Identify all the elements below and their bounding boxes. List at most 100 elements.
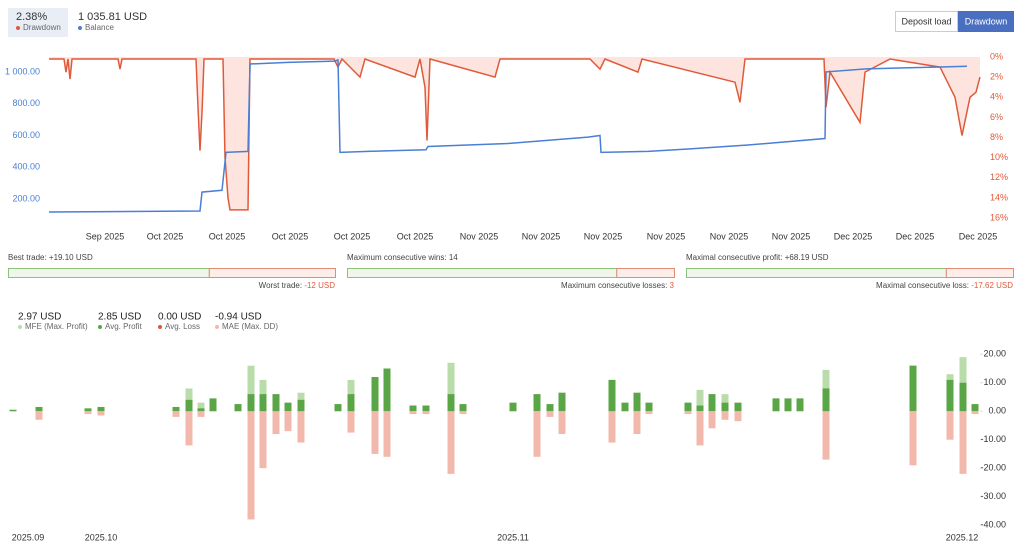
bar [696,389,704,412]
bar [971,411,979,415]
drawdown-button-label[interactable]: Drawdown [965,16,1008,26]
stat-bar-negative [945,268,1014,278]
series-line [48,58,968,213]
x-tick-label: Nov 2025 [460,231,499,241]
x-tick-label: Oct 2025 [209,231,246,241]
bar [734,402,742,412]
bar [509,402,517,412]
legend-value: 2.97 USD [18,312,61,323]
bar [347,394,355,412]
bar [297,411,305,443]
stat-bar-positive [686,268,947,278]
stat-bar-positive [8,268,210,278]
stat-top-text: Best trade: +19.10 USD [8,253,93,262]
drawdown-value: 2.38% [16,11,47,23]
bar [247,394,255,412]
bar [633,392,641,412]
drawdown-button[interactable] [958,11,1014,32]
bar [284,411,292,432]
bar [909,365,917,412]
x-tick-label: Oct 2025 [397,231,434,241]
bar [172,411,180,417]
stat-label: Maximum consecutive losses: [561,281,667,290]
y-tick-label: 200.00 [12,193,40,203]
stat-value: -12 USD [304,281,335,290]
y-tick-label: 400.00 [12,162,40,172]
bar [696,411,704,446]
y-tick-label: -30.00 [980,491,1006,501]
bar [247,365,255,412]
y-tick-label: 0.00 [988,406,1006,416]
bar [558,411,566,435]
bar [409,405,417,412]
legend-value: 0.00 USD [158,312,201,323]
bar [272,394,280,412]
legend-label: MFE (Max. Profit) [25,322,88,331]
y-tick-label: -20.00 [980,463,1006,473]
stat-value: +68.19 USD [785,253,829,262]
stat-bar-positive [347,268,618,278]
deposit-load-button-label[interactable]: Deposit load [901,16,951,26]
stat-label: Best trade: [8,253,47,262]
bar [721,402,729,412]
stat-bottom-text: Worst trade: -12 USD [259,281,336,290]
y2-tick-label: 16% [990,212,1008,222]
x-tick-label: Oct 2025 [147,231,184,241]
legend-dot [158,325,162,329]
bar [459,411,467,415]
stat-value: 3 [670,281,675,290]
x-tick-label: Nov 2025 [584,231,623,241]
bar [371,411,379,454]
y-tick-label: 800.00 [12,98,40,108]
x-tick-label: Oct 2025 [334,231,371,241]
header-card [8,8,68,37]
bar [447,362,455,412]
balance-dot [78,26,82,30]
legend-dot [215,325,219,329]
x-tick-label: Oct 2025 [272,231,309,241]
bar [708,394,716,412]
x-tick-label: 2025.12 [946,532,979,542]
bar [696,405,704,412]
legend-label: MAE (Max. DD) [222,322,278,331]
y2-tick-label: 0% [990,51,1003,61]
drawdown-label: Drawdown [23,23,61,32]
stat-panel: Maximal consecutive profit: +68.19 USDMa… [686,253,1014,290]
y-tick-label: -40.00 [980,520,1006,530]
bar [909,411,917,466]
bar [383,411,391,457]
bar [684,402,692,412]
bar [447,411,455,474]
stat-label: Maximum consecutive wins: [347,253,447,262]
bar [35,411,43,420]
legend-value: 2.85 USD [98,312,141,323]
stat-label: Worst trade: [259,281,302,290]
x-tick-label: Dec 2025 [834,231,873,241]
bar [35,406,43,412]
stat-bottom-text: Maximum consecutive losses: 3 [561,281,675,290]
legend-value: -0.94 USD [215,312,262,323]
bar [959,411,967,474]
stat-label: Maximal consecutive profit: [686,253,782,262]
bar [772,398,780,412]
x-tick-label: 2025.10 [85,532,118,542]
y2-tick-label: 12% [990,172,1008,182]
bar [734,411,742,422]
x-tick-label: Dec 2025 [896,231,935,241]
bar [259,411,267,469]
bar [822,388,830,412]
bar [371,377,379,412]
bar [185,399,193,412]
bar [197,411,205,417]
y-tick-label: 20.00 [983,349,1006,359]
x-tick-label: Dec 2025 [959,231,998,241]
bar [546,404,554,412]
bar [284,402,292,412]
bar [546,411,554,417]
deposit-load-button[interactable] [895,11,958,32]
y-tick-label: 600.00 [12,130,40,140]
balance-label: Balance [85,23,114,32]
y2-tick-label: 6% [990,112,1003,122]
stat-value: -17.62 USD [971,281,1013,290]
